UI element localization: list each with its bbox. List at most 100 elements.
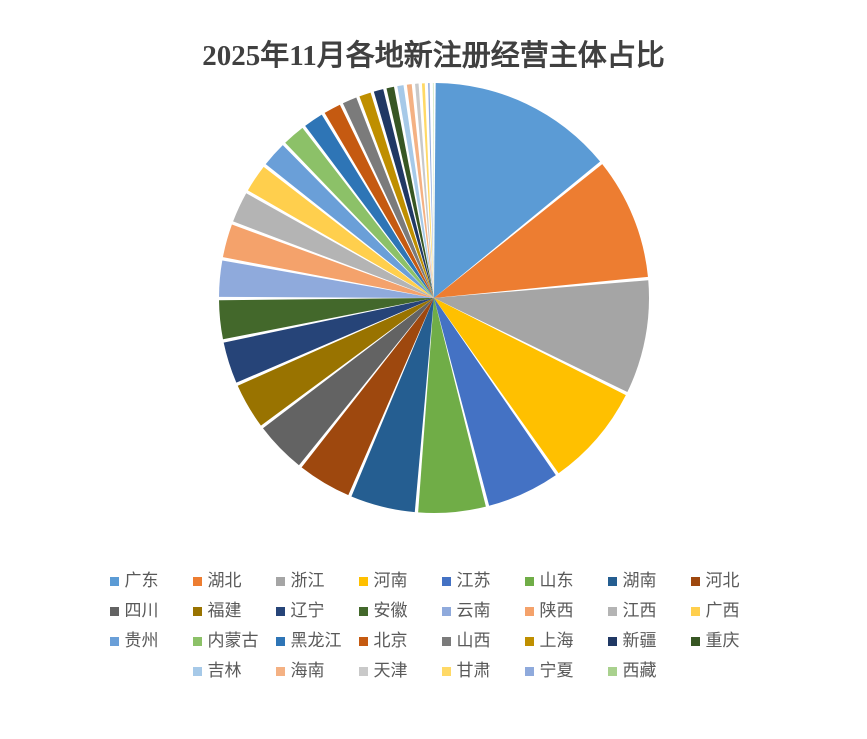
pie-slice[interactable] — [301, 298, 434, 496]
legend-swatch-icon — [192, 666, 202, 676]
legend-swatch-icon — [441, 666, 451, 676]
pie-slice[interactable] — [237, 298, 434, 426]
legend-item-西藏[interactable]: 西藏 — [600, 656, 683, 686]
legend-item-label: 湖南 — [622, 571, 657, 590]
legend-item-新疆[interactable]: 新疆 — [600, 626, 683, 656]
pie-slice[interactable] — [385, 86, 434, 298]
legend-item-四川[interactable]: 四川 — [102, 596, 185, 626]
pie-slice[interactable] — [342, 97, 434, 298]
pie-slice[interactable] — [417, 298, 486, 513]
legend-swatch-icon — [109, 636, 119, 646]
legend-item-label: 宁夏 — [539, 661, 574, 680]
legend-item-海南[interactable]: 海南 — [268, 656, 351, 686]
legend-item-北京[interactable]: 北京 — [351, 626, 434, 656]
pie-slice[interactable] — [433, 298, 556, 506]
pie-slice[interactable] — [218, 298, 434, 340]
legend-swatch-icon — [109, 606, 119, 616]
legend-swatch-icon — [690, 576, 700, 586]
legend-item-甘肃[interactable]: 甘肃 — [434, 656, 517, 686]
pie-slice[interactable] — [223, 298, 434, 383]
pie-slice[interactable] — [433, 164, 648, 298]
pie-slice[interactable] — [421, 83, 434, 298]
pie-slice[interactable] — [433, 83, 600, 298]
pie-slice[interactable] — [433, 298, 626, 474]
legend-item-label: 广东 — [124, 571, 159, 590]
legend-item-label: 河北 — [705, 571, 740, 590]
pie-slice[interactable] — [304, 114, 434, 298]
legend-item-宁夏[interactable]: 宁夏 — [517, 656, 600, 686]
legend-swatch-icon — [358, 666, 368, 676]
legend-item-黑龙江[interactable]: 黑龙江 — [268, 626, 351, 656]
pie-chart-svg — [218, 82, 649, 513]
legend-item-云南[interactable]: 云南 — [434, 596, 517, 626]
legend-swatch-icon — [441, 576, 451, 586]
legend-item-label: 广西 — [705, 601, 740, 620]
legend-item-山东[interactable]: 山东 — [517, 566, 600, 596]
pie-slice[interactable] — [262, 298, 434, 466]
legend-item-河南[interactable]: 河南 — [351, 566, 434, 596]
legend-item-label: 湖北 — [207, 571, 242, 590]
legend-item-label: 四川 — [124, 601, 159, 620]
legend-item-重庆[interactable]: 重庆 — [683, 626, 766, 656]
legend-swatch-icon — [524, 636, 534, 646]
legend-item-上海[interactable]: 上海 — [517, 626, 600, 656]
pie-slice[interactable] — [373, 89, 434, 298]
legend-item-吉林[interactable]: 吉林 — [185, 656, 268, 686]
legend-row: 四川 福建 辽宁 安徽 云南 陕西 江西 广西 — [102, 596, 766, 626]
legend-item-天津[interactable]: 天津 — [351, 656, 434, 686]
pie-slice[interactable] — [350, 298, 434, 513]
pie-slice[interactable] — [218, 260, 434, 298]
chart-title: 2025年11月各地新注册经营主体占比 — [202, 40, 665, 72]
legend-item-label: 黑龙江 — [290, 631, 342, 650]
legend-item-陕西[interactable]: 陕西 — [517, 596, 600, 626]
legend-swatch-icon — [358, 606, 368, 616]
legend-item-label: 北京 — [373, 631, 408, 650]
legend-item-山西[interactable]: 山西 — [434, 626, 517, 656]
legend-item-label: 西藏 — [622, 661, 657, 680]
legend-item-安徽[interactable]: 安徽 — [351, 596, 434, 626]
pie-slice[interactable] — [432, 82, 434, 298]
pie-slice[interactable] — [414, 83, 434, 298]
legend-swatch-icon — [524, 576, 534, 586]
legend-item-label: 内蒙古 — [207, 631, 259, 650]
pie-slice[interactable] — [284, 127, 434, 299]
legend-item-河北[interactable]: 河北 — [683, 566, 766, 596]
legend-item-江苏[interactable]: 江苏 — [434, 566, 517, 596]
legend-swatch-icon — [607, 576, 617, 586]
legend-item-江西[interactable]: 江西 — [600, 596, 683, 626]
legend-swatch-icon — [607, 666, 617, 676]
legend-swatch-icon — [109, 576, 119, 586]
pie-slice[interactable] — [427, 83, 434, 298]
pie-slice[interactable] — [265, 145, 434, 298]
pie-slice[interactable] — [358, 92, 434, 298]
legend-item-广东[interactable]: 广东 — [102, 566, 185, 596]
pie-slice[interactable] — [232, 193, 434, 298]
pie-slice[interactable] — [222, 224, 434, 298]
legend-item-湖北[interactable]: 湖北 — [185, 566, 268, 596]
pie-slice[interactable] — [396, 85, 434, 299]
legend-swatch-icon — [275, 606, 285, 616]
legend-item-label: 甘肃 — [456, 661, 491, 680]
legend-item-贵州[interactable]: 贵州 — [102, 626, 185, 656]
legend-swatch-icon — [607, 606, 617, 616]
legend-swatch-icon — [275, 576, 285, 586]
pie-slice[interactable] — [433, 280, 649, 393]
legend-swatch-icon — [358, 636, 368, 646]
legend-swatch-icon — [607, 636, 617, 646]
pie-slice[interactable] — [406, 84, 434, 298]
chart-legend: 广东 湖北 浙江 河南 江苏 山东 湖南 河北四川 福建 辽宁 安徽 云南 陕西 江西 广西贵州 内蒙古 黑龙江… — [0, 566, 867, 686]
legend-item-浙江[interactable]: 浙江 — [268, 566, 351, 596]
legend-item-湖南[interactable]: 湖南 — [600, 566, 683, 596]
pie-slice[interactable] — [247, 166, 434, 298]
legend-item-辽宁[interactable]: 辽宁 — [268, 596, 351, 626]
legend-item-内蒙古[interactable]: 内蒙古 — [185, 626, 268, 656]
legend-item-label: 辽宁 — [290, 601, 325, 620]
pie-slice[interactable] — [324, 104, 434, 299]
legend-item-label: 山东 — [539, 571, 574, 590]
legend-item-label: 吉林 — [207, 661, 242, 680]
legend-item-福建[interactable]: 福建 — [185, 596, 268, 626]
legend-item-广西[interactable]: 广西 — [683, 596, 766, 626]
legend-swatch-icon — [192, 576, 202, 586]
legend-item-label: 陕西 — [539, 601, 574, 620]
legend-item-label: 天津 — [373, 661, 408, 680]
